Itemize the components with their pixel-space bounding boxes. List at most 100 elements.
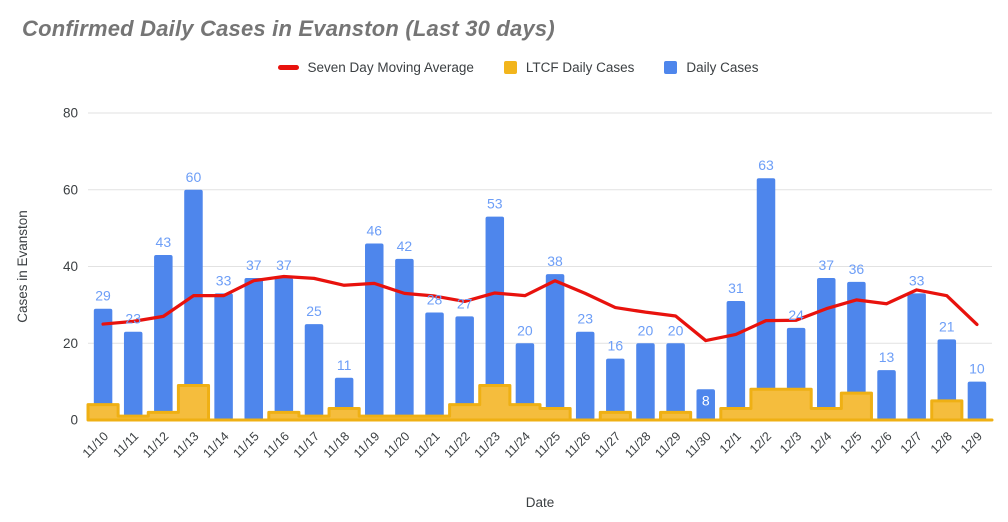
bar-value-label: 25 [306,303,322,319]
x-tick-label: 11/16 [261,429,292,460]
ltcf-stepped-area [86,383,994,422]
bar-value-label: 28 [427,292,443,308]
bar-value-label: 27 [457,295,473,311]
x-tick-label: 12/7 [898,429,925,456]
daily-cases-bar [847,281,866,420]
x-tick-label: 11/24 [502,429,533,460]
x-tick-label: 11/26 [562,429,593,460]
legend: Seven Day Moving Average LTCF Daily Case… [14,60,1008,75]
y-axis-title: Cases in Evanston [15,210,30,323]
bar-value-label: 38 [547,253,563,269]
x-axis-title: Date [526,495,555,510]
daily-cases-bar [515,343,535,420]
daily-cases-bar [666,343,685,420]
legend-label-ltcf: LTCF Daily Cases [525,60,635,75]
daily-cases-bar [817,278,836,420]
bar-value-label: 53 [487,196,503,212]
y-tick-label: 40 [63,259,78,274]
daily-cases-bar [967,381,987,420]
x-tick-label: 11/11 [111,429,142,460]
daily-cases-bar [877,370,896,420]
y-tick-label: 80 [63,106,78,121]
bar-value-label: 29 [95,288,111,304]
legend-item-moving-average: Seven Day Moving Average [277,60,474,75]
x-tick-label: 12/2 [747,429,774,456]
bar-value-label: 43 [156,234,172,250]
daily-cases-bar [123,331,143,420]
bar-value-label: 60 [186,169,202,185]
daily-cases-bar [696,389,715,420]
bar-value-label: 31 [728,280,744,296]
daily-cases-bar [214,293,233,420]
bar-value-label: 23 [577,311,593,327]
x-tick-label: 11/23 [472,429,503,460]
daily-cases-bar [606,358,625,420]
bar-value-label: 63 [758,157,774,173]
daily-cases-bar [756,178,776,420]
daily-cases-bar [154,254,173,420]
bar-value-label: 20 [517,322,533,338]
y-tick-label: 0 [70,413,78,428]
x-tick-label: 11/27 [592,429,623,460]
y-axis-labels: 0 20 40 60 80 [63,106,78,428]
x-tick-label: 11/10 [80,429,111,460]
bar-value-label: 36 [849,261,865,277]
x-tick-label: 11/17 [291,429,322,460]
x-tick-label: 12/4 [807,429,834,456]
daily-cases-bar [244,278,263,420]
x-axis-labels: 11/10 11/1111/1211/1311/1411/1511/1611/17… [80,429,985,460]
x-tick-label: 11/29 [652,429,683,460]
bar-value-label: 37 [246,257,262,273]
legend-item-daily-cases: Daily Cases [664,60,758,75]
daily-cases-bar [274,278,294,420]
x-tick-label: 11/22 [441,429,472,460]
x-tick-label: 12/1 [717,429,744,456]
bar-value-label: 33 [909,272,925,288]
daily-cases-bar [365,243,384,420]
x-tick-label: 11/14 [200,429,231,460]
bar-value-label: 37 [276,257,292,273]
bar-value-label: 20 [638,322,654,338]
bar-value-labels: 29 23 43 60 33 37 37 25 11 46 42 28 27 53 20 38 23 16 20 20… [95,157,985,408]
bar-value-label: 33 [216,272,232,288]
bar-value-label: 16 [608,338,624,354]
x-tick-label: 11/12 [140,429,171,460]
daily-cases-bar [455,316,474,420]
x-tick-label: 11/19 [351,429,382,460]
bar-value-label: 20 [668,322,684,338]
moving-average-line-swatch-icon [277,65,299,70]
y-tick-label: 20 [63,336,78,351]
bar-value-label: 13 [879,349,895,365]
daily-cases-swatch-icon [664,61,678,74]
bar-value-label: 11 [337,357,352,373]
x-tick-label: 11/30 [682,429,713,460]
daily-cases-bar [575,331,595,420]
x-tick-label: 12/9 [958,429,985,456]
x-tick-label: 12/6 [868,429,895,456]
bar-value-label: 42 [397,238,413,254]
daily-cases-bar [304,324,324,420]
daily-cases-bar [726,301,746,420]
bar-value-label: 24 [788,307,804,323]
x-tick-label: 11/20 [381,429,412,460]
legend-item-ltcf-daily-cases: LTCF Daily Cases [503,60,635,75]
daily-cases-bar [636,343,655,420]
legend-label-daily-cases: Daily Cases [686,60,759,75]
x-tick-label: 11/21 [411,429,442,460]
x-tick-label: 11/13 [170,429,201,460]
daily-cases-bar [184,189,203,420]
daily-cases-bar [395,258,414,420]
legend-label-moving-average: Seven Day Moving Average [307,60,474,75]
daily-cases-bar [485,216,505,420]
x-tick-label: 11/28 [622,429,653,460]
ltcf-swatch-icon [503,61,517,74]
daily-cases-bars [93,178,987,420]
x-tick-label: 12/3 [777,429,804,456]
bar-value-label: 21 [939,318,955,334]
bar-value-label: 23 [125,311,141,327]
y-tick-label: 60 [63,182,78,197]
bar-value-label: 37 [818,257,834,273]
daily-cases-bar [93,308,113,420]
